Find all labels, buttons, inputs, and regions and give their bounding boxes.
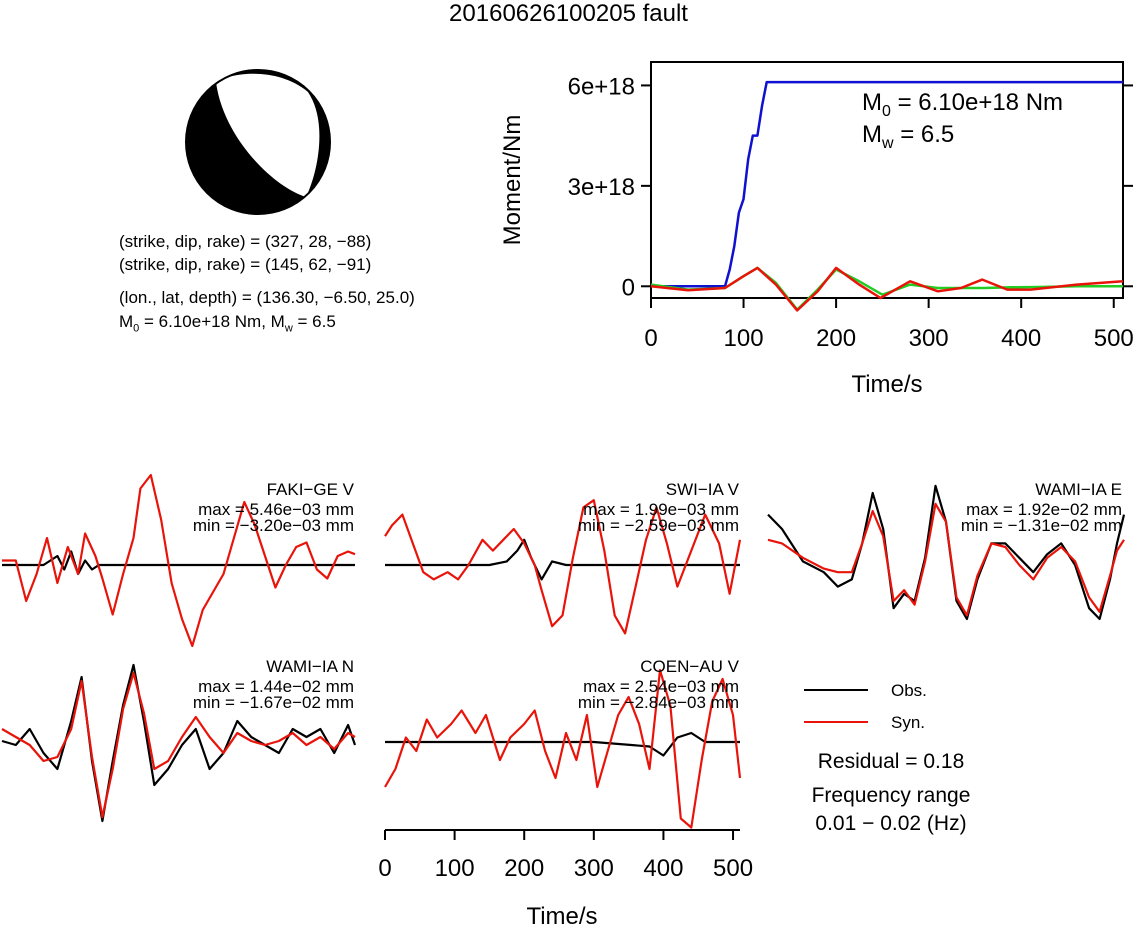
observed-trace	[385, 731, 740, 757]
m0-value: = 6.10e+18 Nm	[891, 89, 1063, 116]
station-name: COEN−AU V	[640, 657, 739, 676]
waveform-time-axis: 0 100 200 300 400 500 Time/s	[378, 829, 753, 927]
moment-xtick-label: 0	[644, 325, 657, 352]
moment-xtick-label: 100	[724, 325, 764, 352]
station-min: min = −3.20e−03 mm	[193, 516, 354, 535]
station-name: SWI−IA V	[666, 480, 740, 499]
moment-panel: 0 3e+18 6e+18 0 100 200 300 400 500 Moment/Nm Ti…	[499, 61, 1134, 398]
moment-series-group	[650, 80, 1124, 312]
mw-subscript: w	[881, 135, 894, 152]
beachball-diagram	[185, 69, 331, 215]
m0-symbol: M	[862, 89, 882, 116]
station-name: WAMI−IA E	[1035, 480, 1122, 499]
mw-symbol: M	[862, 121, 882, 148]
synthetic-trace	[767, 502, 1125, 617]
station-max: max = 1.92e−02 mm	[966, 500, 1122, 519]
mw-value: = 6.5	[894, 121, 955, 148]
moment-ylabel: Moment/Nm	[499, 115, 526, 246]
moment-axis-ticks: 0 3e+18 6e+18 0 100 200 300 400 500	[568, 73, 1134, 352]
station-min: min = −2.84e−03 mm	[578, 693, 739, 712]
station-min: min = −2.59e−03 mm	[578, 516, 739, 535]
waveform-xtick-label: 200	[504, 855, 544, 882]
nodal-plane-1: (strike, dip, rake) = (327, 28, −88)	[119, 232, 372, 251]
synthetic-trace	[384, 668, 742, 829]
m0-value: = 6.10e+18 Nm, M	[139, 312, 285, 331]
waveform-xtick-label: 0	[378, 855, 391, 882]
moment-ytick-label: 0	[622, 274, 635, 301]
moment-series-line	[651, 80, 1123, 288]
frequency-range-value: 0.01 − 0.02 (Hz)	[815, 812, 966, 835]
moment-xtick-label: 500	[1094, 325, 1134, 352]
waveform-xlabel: Time/s	[526, 903, 597, 927]
moment-plot-frame	[650, 61, 1124, 299]
station-max: max = 1.44e−02 mm	[198, 677, 354, 696]
m0-subscript: 0	[882, 103, 891, 120]
residual-label: Residual = 0.18	[818, 750, 965, 773]
moment-ytick-label: 3e+18	[568, 174, 635, 201]
waveform-legend: Obs. Syn. Residual = 0.18 Frequency rang…	[804, 681, 970, 835]
station-max: max = 1.99e−03 mm	[583, 500, 739, 519]
waveform-xtick-label: 400	[643, 855, 683, 882]
moment-ytick-label: 6e+18	[568, 73, 635, 100]
nodal-plane-2: (strike, dip, rake) = (145, 62, −91)	[119, 255, 372, 274]
station-min: min = −1.31e−02 mm	[961, 516, 1122, 535]
waveform-xtick-label: 100	[435, 855, 475, 882]
moment-xtick-label: 200	[816, 325, 856, 352]
station-max: max = 2.54e−03 mm	[583, 677, 739, 696]
waveform-xtick-label: 500	[713, 855, 753, 882]
magnitude-summary: M0 = 6.10e+18 Nm, Mw = 6.5	[119, 312, 336, 338]
waveform-xtick-label: 300	[574, 855, 614, 882]
synthetic-trace	[1, 671, 356, 819]
moment-mw-annotation: Mw = 6.5	[862, 121, 954, 152]
station-min: min = −1.67e−02 mm	[193, 693, 354, 712]
hypocenter-location: (lon., lat, depth) = (136.30, −6.50, 25.…	[119, 288, 415, 307]
m0-symbol: M	[119, 312, 134, 331]
waveform-axis-ticks: 0 100 200 300 400 500	[378, 830, 753, 882]
synthetic-trace	[2, 473, 356, 648]
station-max: max = 5.46e−03 mm	[198, 500, 354, 519]
moment-xtick-label: 400	[1001, 325, 1041, 352]
moment-xtick-label: 300	[909, 325, 949, 352]
page-title: 20160626100205 fault	[449, 0, 688, 27]
mw-value: = 6.5	[292, 312, 336, 331]
moment-series-line	[650, 266, 1124, 312]
beachball-outline	[185, 69, 331, 215]
synthetic-trace	[384, 499, 742, 635]
mw-subscript: w	[284, 322, 293, 335]
moment-xlabel: Time/s	[851, 371, 922, 398]
legend-obs-label: Obs.	[891, 681, 927, 700]
beachball-dilatational	[216, 73, 320, 197]
m0-subscript: 0	[133, 322, 140, 335]
station-name: WAMI−IA N	[266, 657, 354, 676]
moment-m0-annotation: M0 = 6.10e+18 Nm	[862, 89, 1063, 120]
frequency-range-label: Frequency range	[812, 784, 971, 807]
station-name: FAKI−GE V	[267, 480, 355, 499]
legend-syn-label: Syn.	[891, 713, 925, 732]
observed-trace	[2, 550, 355, 576]
